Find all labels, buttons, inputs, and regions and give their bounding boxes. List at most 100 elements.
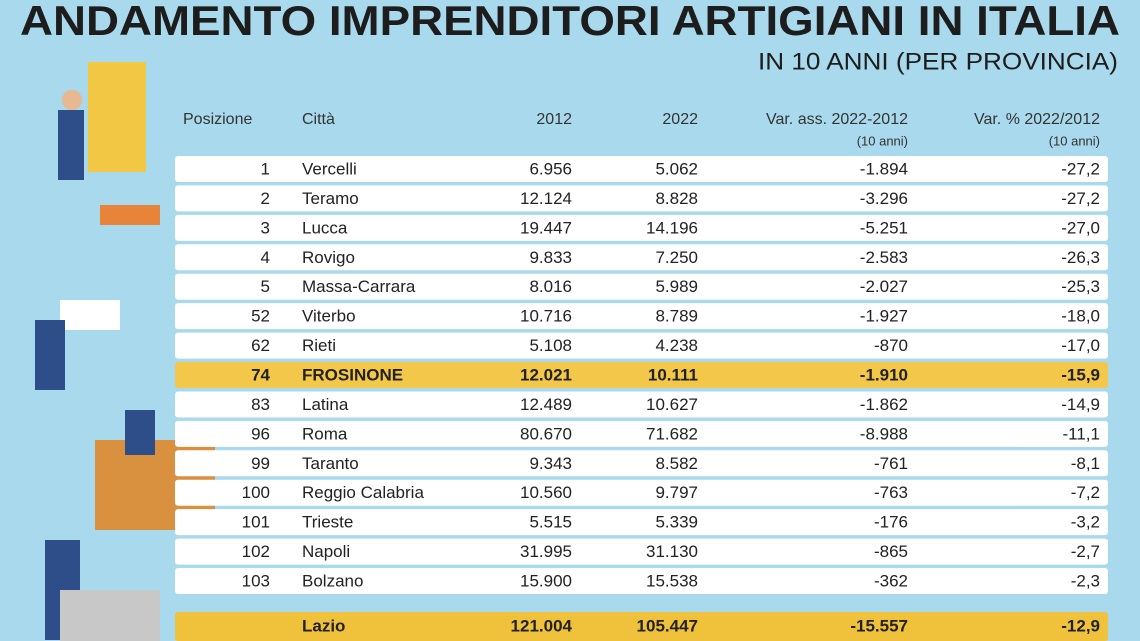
cell: 12.124 [520,189,572,208]
column-header: Città [302,111,335,128]
cell: 8.582 [655,454,698,473]
cell: 99 [251,454,270,473]
cell: 19.447 [520,218,572,237]
cell: 9.797 [655,483,698,502]
cell: -3,2 [1071,513,1100,532]
table-row [175,420,1108,447]
cell: 103 [242,572,270,591]
cell: -7,2 [1071,483,1100,502]
cell: -2,7 [1071,542,1100,561]
cell: -8.988 [860,424,908,443]
cell: -25,3 [1061,277,1100,296]
table-row [175,244,1108,271]
cell: Latina [302,395,349,414]
cell: -763 [874,483,908,502]
table-row [175,479,1108,506]
table-row [175,538,1108,565]
cell: 10.716 [520,307,572,326]
cell: 12.021 [520,365,572,384]
cell: 2 [261,189,270,208]
table-row [175,568,1108,595]
cell: Trieste [302,513,353,532]
column-header: Var. % 2022/2012 [974,111,1100,128]
total-cell: 105.447 [637,616,698,635]
cell: 4 [261,248,270,267]
cell: -18,0 [1061,307,1100,326]
cell: 12.489 [520,395,572,414]
cell: -15,9 [1061,365,1100,384]
column-header: Posizione [183,111,252,128]
table-row [175,332,1108,359]
cell: -11,1 [1063,424,1101,443]
column-note: (10 anni) [1049,133,1100,148]
cell: 10.560 [520,483,572,502]
cell: 5.062 [655,159,698,178]
decor [35,320,65,390]
decor [60,300,120,330]
cell: Massa-Carrara [302,277,416,296]
cell: -3.296 [860,189,908,208]
cell: -870 [874,336,908,355]
table-row [175,185,1108,212]
cell: -1.910 [860,365,908,384]
total-cell: -12,9 [1061,616,1100,635]
table-row [175,156,1108,182]
total-cell: 121.004 [511,616,573,635]
cell: -2.583 [860,248,908,267]
cell: 15.900 [520,572,572,591]
illustrations [35,62,215,641]
column-note: (10 anni) [857,133,908,148]
table-row [175,509,1108,536]
cell: 4.238 [655,336,698,355]
cell: 14.196 [646,218,698,237]
cell: -27,2 [1061,189,1100,208]
cell: -5.251 [860,218,908,237]
cell: 31.130 [646,542,698,561]
cell: 3 [261,218,270,237]
cell: 8.828 [655,189,698,208]
title: ANDAMENTO IMPRENDITORI ARTIGIANI IN ITAL… [20,0,1120,44]
cell: -27,2 [1061,159,1100,178]
cell: 15.538 [646,572,698,591]
cell: 8.789 [655,307,698,326]
cell: Roma [302,424,348,443]
decor [60,590,160,641]
cell: 96 [251,424,270,443]
cell: Lucca [302,218,348,237]
column-header: 2022 [662,111,698,128]
cell: Reggio Calabria [302,483,424,502]
cell: 74 [251,365,270,384]
total-row [175,612,1108,641]
cell: 5.515 [529,513,572,532]
cell: -27,0 [1061,218,1100,237]
cell: -2,3 [1071,572,1100,591]
cell: -1.862 [860,395,908,414]
decor [88,62,146,172]
cell: 80.670 [520,424,572,443]
cell: Teramo [302,189,359,208]
table-row [175,214,1108,241]
column-header: 2012 [536,111,572,128]
cell: 10.627 [646,395,698,414]
cell: 101 [242,513,270,532]
cell: 5.339 [655,513,698,532]
cell: Rieti [302,336,336,355]
table-row [175,450,1108,477]
cell: 8.016 [529,277,572,296]
cell: 9.833 [529,248,572,267]
cell: -8,1 [1071,454,1100,473]
table-row [175,273,1108,300]
cell: -176 [874,513,908,532]
cell: 100 [242,483,270,502]
cell: 71.682 [646,424,698,443]
total-cell: Lazio [302,616,345,635]
cell: Bolzano [302,572,363,591]
cell: -17,0 [1061,336,1100,355]
cell: FROSINONE [302,365,403,384]
cell: 7.250 [655,248,698,267]
cell: 5.108 [529,336,572,355]
cell: -14,9 [1061,395,1100,414]
decor [125,410,155,455]
cell: 1 [261,159,270,178]
cell: -865 [874,542,908,561]
